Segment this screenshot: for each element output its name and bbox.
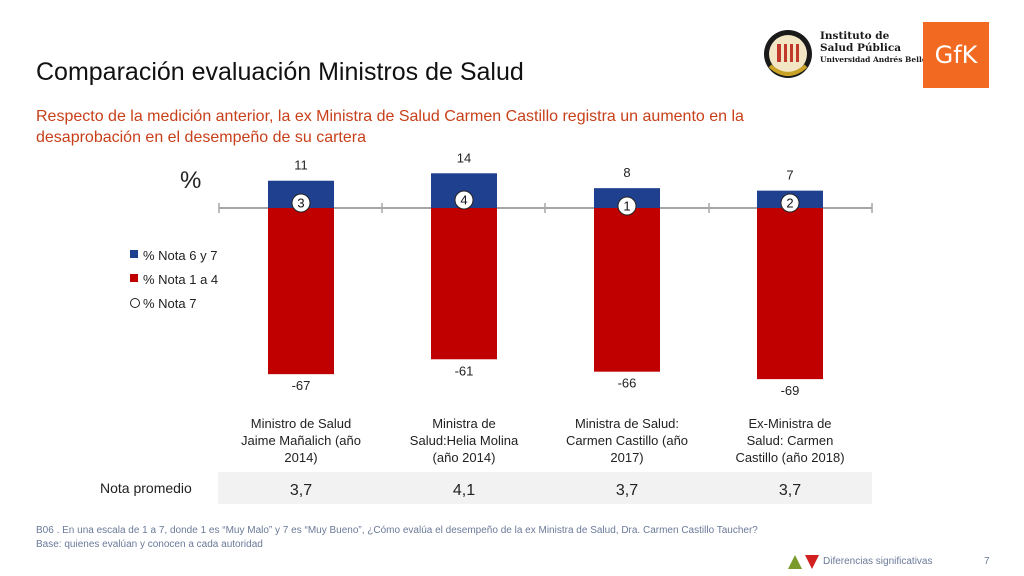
page-title: Comparación evaluación Ministros de Salu… <box>36 58 524 86</box>
y-axis-label: % <box>180 167 201 194</box>
legend-label: % Nota 7 <box>143 296 196 311</box>
bar-nota-1-4 <box>431 208 497 360</box>
footnote-line2: Base: quienes evalúan y conocen a cada a… <box>36 539 263 550</box>
row-value: 3,7 <box>290 482 312 499</box>
bar-nota-1-4 <box>757 208 823 380</box>
category-label: Ministro de Salud Jaime Mañalich (año 2014… <box>241 416 361 465</box>
marker-nota-7 <box>780 193 800 213</box>
bar-nota-1-4 <box>268 208 334 375</box>
legend-swatch <box>130 298 140 308</box>
category-label: Ex-Ministra de Salud: Carmen Castillo (año… <box>735 416 844 465</box>
marker-label-nota-7: 3 <box>297 196 304 211</box>
data-label-negative: -61 <box>455 363 474 378</box>
page-number: 7 <box>984 556 990 567</box>
isp-seal-icon <box>764 30 812 78</box>
category-label-line: Ex-Ministra de <box>748 416 831 431</box>
data-label-positive: 14 <box>457 150 471 165</box>
bar-nota-1-4 <box>594 208 660 372</box>
marker-label-nota-7: 2 <box>786 196 793 211</box>
isp-line3: Universidad Andrés Bello <box>820 55 927 64</box>
category-label-line: 2014) <box>284 450 317 465</box>
triangle-down-icon <box>805 555 819 569</box>
category-label: Ministra de Salud: Carmen Castillo (año 20… <box>566 416 688 465</box>
isp-line2: Salud Pública <box>820 42 902 54</box>
gfk-logo: GfK <box>923 22 989 88</box>
data-label-positive: 7 <box>786 168 793 183</box>
category-label-line: Salud:Helia Molina <box>410 433 519 448</box>
category-label-line: Ministra de <box>432 416 496 431</box>
category-label-line: Salud: Carmen <box>747 433 834 448</box>
marker-nota-7 <box>617 196 637 216</box>
category-label-line: (año 2014) <box>433 450 496 465</box>
category-label-line: Ministra de Salud: <box>575 416 679 431</box>
isp-logo: Instituto de Salud Pública Universidad A… <box>762 22 927 86</box>
legend-label: % Nota 1 a 4 <box>143 272 218 287</box>
row-label: Nota promedio <box>100 480 192 496</box>
row-value: 4,1 <box>453 482 475 499</box>
category-label-line: Carmen Castillo (año <box>566 433 688 448</box>
row-value: 3,7 <box>616 482 638 499</box>
category-label-line: 2017) <box>610 450 643 465</box>
legend-label: % Nota 6 y 7 <box>143 248 217 263</box>
category-label-line: Jaime Mañalich (año <box>241 433 361 448</box>
data-label-negative: -66 <box>618 376 637 391</box>
marker-label-nota-7: 4 <box>460 193 467 208</box>
row-value: 3,7 <box>779 482 801 499</box>
data-label-positive: 8 <box>623 165 630 180</box>
footnote: B06 . En una escala de 1 a 7, donde 1 es… <box>36 524 758 552</box>
marker-nota-7 <box>454 190 474 210</box>
category-label-line: Castillo (año 2018) <box>735 450 844 465</box>
legend-swatch <box>130 250 138 258</box>
data-label-negative: -69 <box>781 383 800 398</box>
data-label-positive: 11 <box>294 158 308 173</box>
legend-swatch <box>130 274 138 282</box>
category-label-line: Ministro de Salud <box>251 416 351 431</box>
triangle-up-icon <box>788 555 802 569</box>
data-label-negative: -67 <box>292 378 311 393</box>
marker-label-nota-7: 1 <box>623 199 630 214</box>
isp-line1: Instituto de <box>820 30 890 42</box>
row-background <box>218 472 872 504</box>
category-label: Ministra de Salud:Helia Molina (año 2014) <box>410 416 519 465</box>
sigdiff-label: Diferencias significativas <box>823 556 933 567</box>
footnote-line1: B06 . En una escala de 1 a 7, donde 1 es… <box>36 525 758 536</box>
page-subtitle: Respecto de la medición anterior, la ex … <box>36 108 744 146</box>
marker-nota-7 <box>291 193 311 213</box>
